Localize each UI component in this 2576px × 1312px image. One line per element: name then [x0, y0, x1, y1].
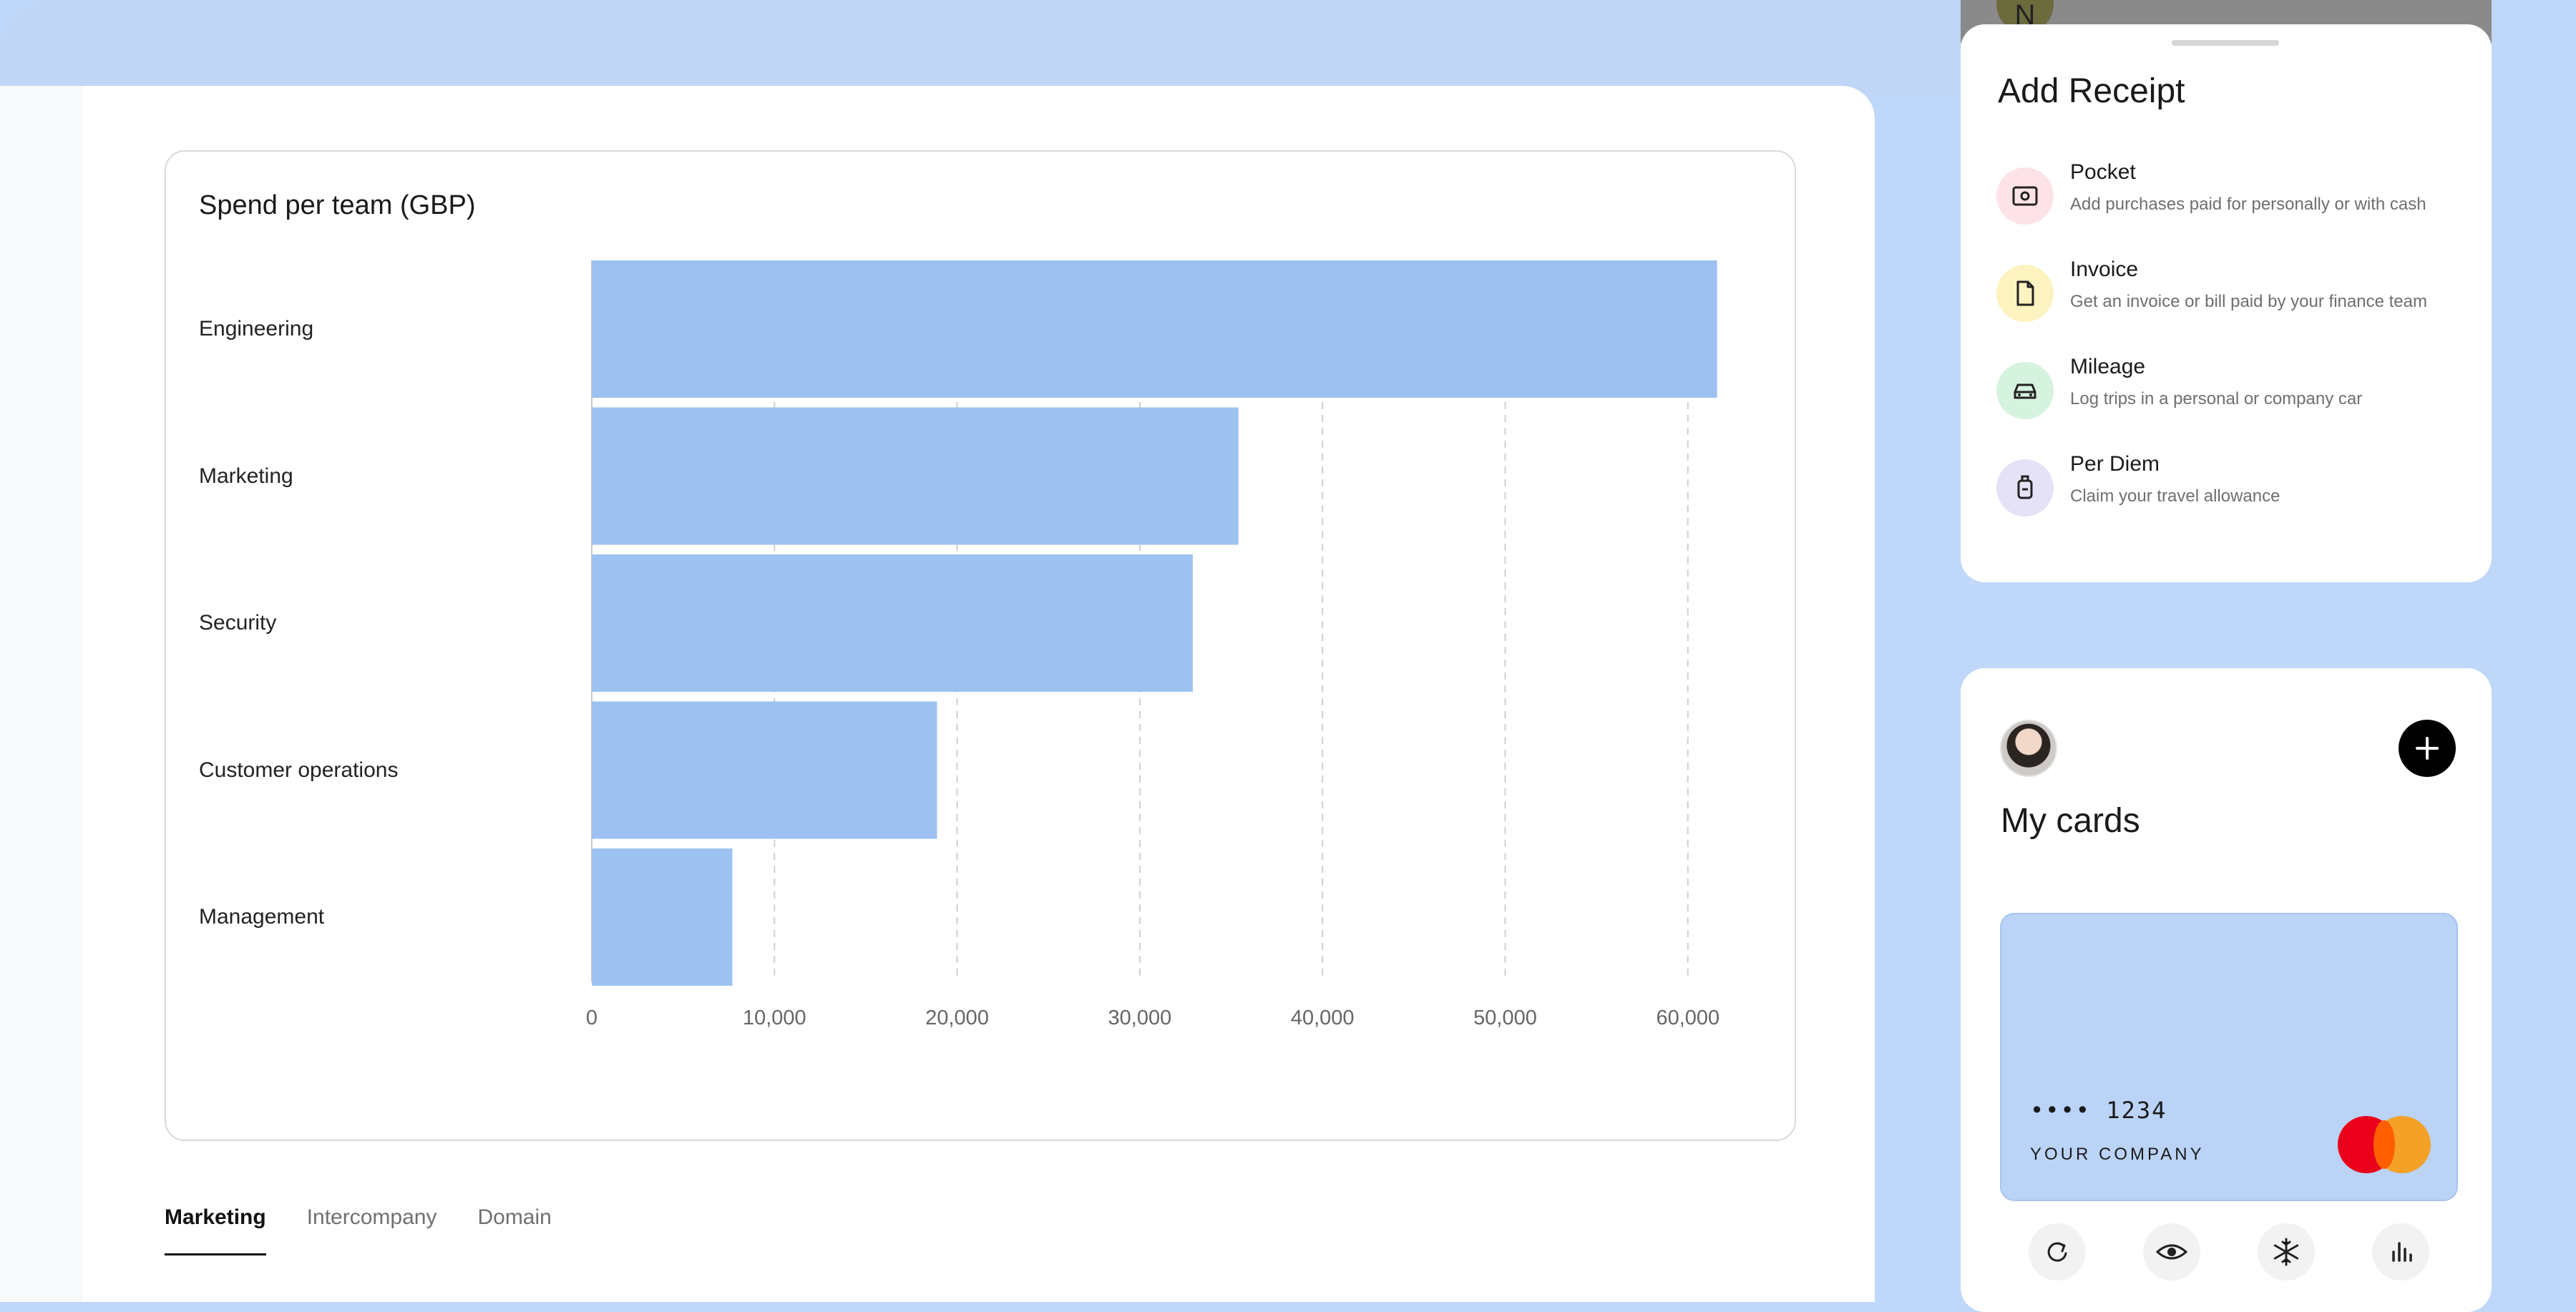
receipt-option-pocket[interactable]: Pocket Add purchases paid for personally … [1996, 160, 2483, 232]
card-insights-button[interactable] [2372, 1223, 2429, 1281]
category-label: Management [199, 905, 325, 929]
bar-security[interactable] [592, 554, 1193, 692]
option-title: Pocket [2070, 160, 2136, 184]
user-avatar[interactable] [2000, 720, 2057, 777]
bar-customer-operations[interactable] [592, 701, 937, 839]
x-tick-label: 20,000 [925, 1007, 989, 1029]
luggage-icon [1996, 459, 2054, 517]
option-description: Add purchases paid for personally or wit… [2070, 195, 2426, 214]
card-company: YOUR COMPANY [2030, 1145, 2205, 1164]
category-label: Security [199, 611, 277, 635]
tab-domain[interactable]: Domain [477, 1205, 552, 1229]
sheet-drag-handle[interactable] [2172, 40, 2279, 46]
x-tick-label: 60,000 [1656, 1007, 1720, 1029]
category-label: Marketing [199, 464, 293, 488]
freeze-card-button[interactable] [2258, 1223, 2315, 1281]
x-tick-label: 30,000 [1108, 1007, 1172, 1029]
x-tick-label: 40,000 [1290, 1007, 1355, 1029]
plus-icon [2416, 737, 2439, 760]
option-title: Per Diem [2070, 452, 2160, 476]
add-receipt-sheet: Add Receipt Pocket Add purchases paid for… [1961, 24, 2492, 582]
snowflake-icon [2273, 1238, 2299, 1266]
bar-management[interactable] [592, 848, 733, 986]
tab-marketing[interactable]: Marketing [165, 1205, 266, 1255]
chart-title: Spend per team (GBP) [199, 190, 476, 220]
cash-icon [1996, 167, 2054, 225]
bar-chart [591, 260, 1717, 986]
receipt-option-mileage[interactable]: Mileage Log trips in a personal or compan… [1996, 355, 2483, 426]
payment-card[interactable]: •••• 1234 YOUR COMPANY [2000, 913, 2458, 1201]
car-icon [1996, 362, 2054, 419]
receipt-option-per-diem[interactable]: Per Diem Claim your travel allowance [1996, 452, 2483, 524]
x-tick-label: 50,000 [1473, 1007, 1537, 1029]
receipt-option-invoice[interactable]: Invoice Get an invoice or bill paid by yo… [1996, 258, 2483, 329]
my-cards-title: My cards [2001, 802, 2140, 840]
refresh-icon [2047, 1242, 2067, 1262]
top-band [0, 0, 1968, 93]
card-number: •••• 1234 [2030, 1097, 2167, 1124]
option-title: Invoice [2070, 258, 2139, 281]
tab-bar: Marketing Intercompany Domain [165, 1205, 552, 1255]
left-sidebar-strip [0, 86, 83, 1302]
x-tick-label: 0 [585, 1007, 598, 1029]
category-label: Engineering [199, 317, 314, 341]
show-details-button[interactable] [2143, 1223, 2200, 1281]
option-description: Get an invoice or bill paid by your fina… [2070, 292, 2427, 311]
bar-chart-icon [2392, 1242, 2412, 1262]
option-title: Mileage [2070, 355, 2146, 378]
my-cards-panel: My cards •••• 1234 YOUR COMPANY [1961, 668, 2492, 1312]
sheet-title: Add Receipt [1998, 72, 2185, 110]
x-tick-label: 10,000 [742, 1007, 806, 1029]
tab-intercompany[interactable]: Intercompany [306, 1205, 437, 1229]
document-icon [1996, 265, 2054, 322]
option-description: Log trips in a personal or company car [2070, 389, 2363, 408]
refresh-button[interactable] [2029, 1223, 2086, 1281]
mastercard-logo-icon [2338, 1116, 2431, 1173]
main-panel: Spend per team (GBP) Engineering Marketin… [0, 86, 1875, 1302]
spend-chart-card: Spend per team (GBP) Engineering Marketin… [165, 150, 1796, 1141]
add-card-button[interactable] [2399, 720, 2456, 777]
bar-engineering[interactable] [592, 260, 1717, 398]
option-description: Claim your travel allowance [2070, 486, 2280, 506]
category-label: Customer operations [199, 758, 399, 782]
eye-icon [2155, 1244, 2188, 1260]
bar-marketing[interactable] [592, 407, 1239, 545]
